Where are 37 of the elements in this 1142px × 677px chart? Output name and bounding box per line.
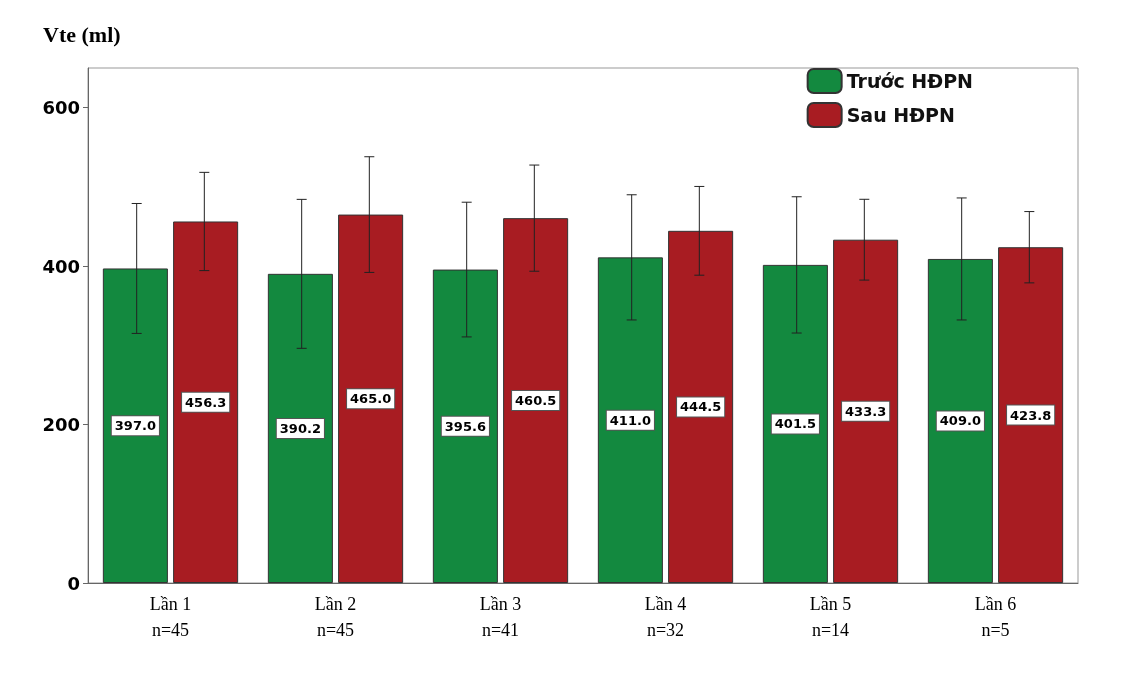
- data-label: 433.3: [845, 403, 887, 419]
- data-label: 423.8: [1010, 407, 1052, 423]
- y-tick-label: 400: [42, 255, 80, 277]
- data-label: 390.2: [279, 420, 321, 436]
- legend-label: Trước HĐPN: [846, 70, 974, 92]
- data-label: 409.0: [939, 413, 981, 429]
- x-tick-label: Lần 4 n=32: [644, 594, 687, 640]
- bar: [432, 269, 498, 583]
- data-label: 395.6: [444, 418, 486, 434]
- x-tick-label: Lần 1 n=45: [149, 594, 192, 640]
- bar: [503, 218, 569, 583]
- data-label: 397.0: [114, 418, 156, 434]
- data-label: 465.0: [350, 391, 392, 407]
- bar: [668, 230, 734, 583]
- bar: [998, 247, 1064, 583]
- y-axis-title: Vte (ml): [43, 21, 121, 47]
- data-label: 401.5: [774, 416, 816, 432]
- x-tick-label: Lần 3 n=41: [479, 594, 522, 640]
- bar: [338, 214, 404, 583]
- bar: [102, 268, 168, 583]
- x-tick-label: Lần 2 n=45: [314, 594, 357, 640]
- bar: [762, 264, 828, 583]
- bar: [267, 273, 333, 583]
- y-tick-label: 200: [42, 414, 80, 436]
- y-tick-label: 600: [42, 97, 80, 119]
- data-label: 444.5: [680, 399, 722, 415]
- y-tick-label: 0: [67, 572, 80, 594]
- legend-label: Sau HĐPN: [846, 104, 955, 126]
- bar: [597, 257, 663, 583]
- data-label: 456.3: [185, 394, 227, 410]
- bar: [833, 239, 899, 583]
- bar: [173, 221, 239, 583]
- bar: [927, 258, 993, 583]
- data-label: 460.5: [515, 393, 557, 409]
- data-label: 411.0: [609, 412, 651, 428]
- x-tick-label: Lần 6 n=5: [974, 594, 1017, 640]
- x-tick-label: Lần 5 n=14: [809, 594, 852, 640]
